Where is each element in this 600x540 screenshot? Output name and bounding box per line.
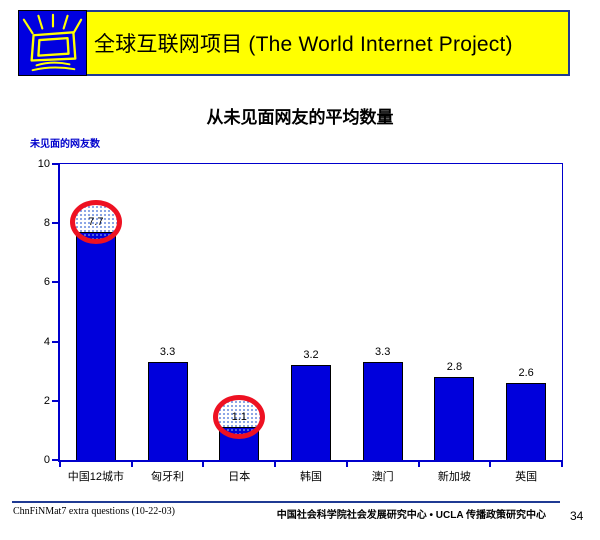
x-tick-mark [489,462,492,467]
x-tick-mark [345,462,348,467]
bar-chart-canvas: 0 2 4 6 8 10 中国12城市 7.7 匈牙利 3.3 日本 1.1 韩国 3.2 澳门 3.3 新加坡… [38,159,563,483]
category-label: 匈牙利 [151,471,185,483]
slide-title: 全球互联网项目 (The World Internet Project) [94,33,513,56]
y-tick-label: 10 [37,158,50,170]
y-tick-mark [52,340,58,343]
category-label: 中国12城市 [67,471,124,483]
y-axis-title: 未见面的网友数 [30,139,100,150]
x-tick-mark [59,462,61,467]
category-label: 英国 [515,471,538,483]
shining-monitor-logo-icon [18,10,87,76]
highlight-circle: 1.1 [213,395,266,440]
footer-organizations: 中国社会科学院社会发展研究中心 • UCLA 传播政策研究中心 [276,510,546,521]
y-tick-label: 2 [43,394,50,407]
bar [75,232,116,460]
category-label: 新加坡 [437,471,471,483]
value-label: 3.3 [375,346,391,359]
x-tick-mark [130,462,133,467]
y-tick-label: 8 [43,217,50,230]
highlight-circle: 7.7 [69,200,122,245]
bar [506,383,547,460]
header-banner: 全球互联网项目 (The World Internet Project) [18,10,570,76]
y-tick-mark [52,163,58,165]
chart-title: 从未见面网友的平均数量 [206,108,394,127]
bar [434,377,475,460]
footer-divider [12,501,560,503]
category-label: 日本 [228,471,251,483]
y-tick-mark [52,222,58,225]
y-tick-label: 0 [43,454,50,466]
category-label: 澳门 [371,471,394,483]
page-number: 34 [570,509,584,523]
bar [147,362,188,460]
value-label: 3.3 [159,346,176,359]
value-label: 2.6 [518,367,534,380]
x-tick-mark [274,462,277,467]
bar-chart-plot-area: 0 2 4 6 8 10 中国12城市 7.7 匈牙利 3.3 日本 1.1 韩国 3.2 澳门 3.3 新加坡… [38,159,563,483]
y-tick-mark [52,399,58,402]
value-label: 2.8 [446,361,463,374]
x-tick-mark [202,462,205,467]
x-tick-mark [561,462,563,467]
y-tick-label: 6 [43,276,50,289]
y-tick-label: 4 [43,335,50,348]
category-label: 韩国 [299,471,322,483]
y-tick-mark [52,281,58,284]
bar [291,365,331,460]
y-tick-mark [52,459,58,461]
footer-source-note: ChnFiNMat7 extra questions (10-22-03) [13,506,175,517]
bar [362,362,403,460]
value-label: 3.2 [303,349,319,362]
x-tick-mark [417,462,420,467]
